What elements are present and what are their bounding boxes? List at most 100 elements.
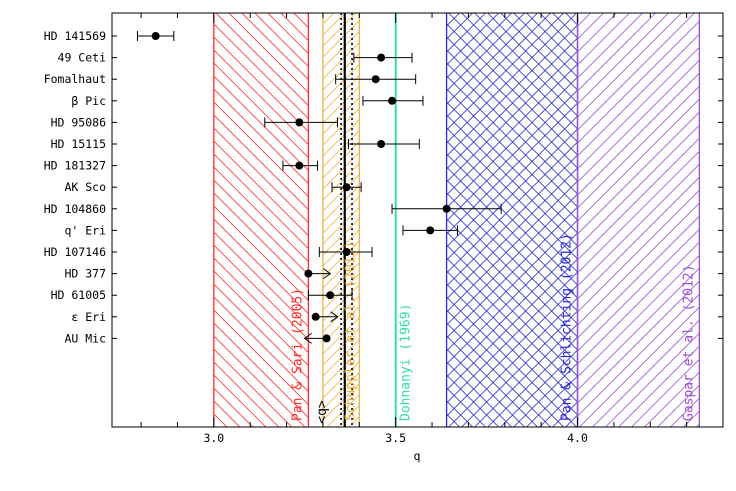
object-label-13: ε Eri [71,310,106,324]
hatch-line [446,283,578,416]
hatch-line [722,13,736,427]
schuppler-band [322,13,360,427]
hatch-line [618,13,736,427]
point-8 [112,203,723,214]
region-label-0: Pan & Sari (2005) [290,288,305,421]
hatch-line [577,241,700,365]
hatch-line [696,423,700,427]
hatch-line [213,400,241,427]
hatch-line [213,296,309,393]
hatch-line [579,306,700,427]
hatch-line [577,72,700,196]
x-tick-label: 4.0 [567,431,588,445]
hatch-line [577,150,700,274]
object-label-9: q' Eri [64,223,106,237]
hatch-line [213,153,309,250]
hatch-line [322,339,360,377]
hatch-line [446,231,578,364]
point-0 [112,31,723,41]
hatch-line [322,53,360,91]
point-9 [112,225,723,236]
data-point [377,53,386,62]
x-tick-label: 3.5 [385,431,406,445]
hatch-line [696,13,736,427]
hatch-line [577,13,695,131]
hatch-line [213,348,293,427]
point-5 [112,139,723,149]
hatch-line [213,335,306,427]
plot-frame [111,12,724,428]
hatch-line [577,13,669,105]
hatch-line [213,205,309,302]
hatch-line [577,20,700,144]
hatch-line [213,413,228,427]
hatch-line [446,127,578,260]
data-point [322,334,331,343]
hatch-line [577,124,700,248]
hatch-line [446,232,578,365]
data-points [112,31,723,344]
hatch-line [213,62,309,159]
hatch-line [446,284,578,417]
hatch-line [213,23,309,120]
hatch-line [213,75,309,172]
hatch-line [322,317,360,355]
band-label: Schuppler et al. (2015) [343,241,358,421]
region-2 [576,13,701,427]
point-12 [112,290,723,301]
region-label-1: Pan & Schlichting (2012) [560,233,575,421]
data-point [151,32,160,40]
hatch-line [722,13,736,427]
hatch-line [446,244,578,377]
hatch-line [446,245,578,378]
x-tick-label: 3.0 [203,431,224,445]
hatch-line [577,280,700,404]
hatch-line [213,283,309,380]
hatch-line [474,323,578,427]
hatch-line [446,257,578,390]
hatch-line [577,267,700,391]
hatch-line [592,13,736,427]
hatch-line [446,62,578,195]
point-3 [112,95,723,106]
region-hatch-1 [446,13,736,427]
hatch-line [213,166,309,263]
hatch-line [213,114,309,211]
point-7 [112,182,723,193]
hatch-line [213,309,309,406]
hatch-line [213,361,280,427]
hatch-line [213,322,309,419]
hatch-line [577,293,700,417]
data-point [295,118,304,127]
hatch-line [577,176,700,300]
hatch-line [618,345,700,427]
hatch-line [213,179,309,276]
hatch-line [709,13,736,427]
hatch-line [526,375,578,427]
hatch-line [500,349,578,427]
hatch-line [446,13,551,118]
hatch-line [446,128,578,261]
hatch-line [446,167,578,300]
hatch-line [213,192,309,289]
hatch-line [322,141,360,179]
hatch-line [446,13,486,53]
vertical-lines [340,13,397,427]
hatch-line [446,63,578,196]
hatch-line [619,13,736,427]
hatch-line [605,332,700,427]
object-label-5: HD 15115 [51,137,106,151]
object-label-4: HD 95086 [51,115,106,129]
hatch-line [322,64,360,102]
hatch-line [577,59,700,183]
hatch-line [618,13,736,427]
region-labels: Pan & Sari (2005) Pan & Schlichting (2012… [290,233,696,424]
hatch-line [577,254,700,378]
hatch-line [446,36,578,169]
hatch-line [322,328,360,366]
data-point [295,161,304,170]
data-point [442,204,451,213]
object-label-8: HD 104860 [44,202,106,216]
hatch-line [446,13,564,131]
hatch-line [446,413,460,427]
